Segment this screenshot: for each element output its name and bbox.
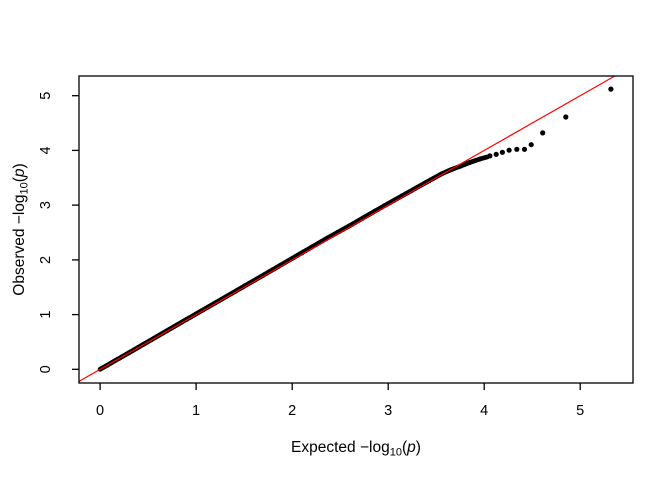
data-point	[506, 147, 512, 153]
data-point	[514, 146, 520, 152]
y-tick-label: 0	[38, 365, 54, 373]
y-tick-label: 2	[38, 256, 54, 264]
data-point	[608, 86, 614, 92]
y-tick-label: 1	[38, 311, 54, 319]
data-point	[528, 142, 534, 148]
y-tick-label: 3	[38, 201, 54, 209]
x-tick-label: 4	[480, 403, 488, 419]
x-tick-label: 3	[384, 403, 392, 419]
y-axis: 0 1 2 3 4 5	[38, 92, 79, 373]
x-axis: 0 1 2 3 4 5	[96, 383, 584, 419]
data-point	[499, 149, 505, 155]
x-axis-label: Expected −log10(p)	[291, 439, 421, 459]
data-points-tail	[487, 86, 614, 159]
data-point	[487, 153, 493, 159]
data-point	[493, 151, 499, 157]
data-point	[540, 130, 546, 136]
data-points-dense-band	[97, 154, 490, 372]
plot-border	[78, 75, 634, 384]
y-axis-label: Observed −log10(p)	[11, 163, 31, 295]
x-tick-label: 0	[96, 403, 104, 419]
x-tick-label: 1	[192, 403, 200, 419]
x-tick-label: 5	[576, 403, 584, 419]
data-point	[563, 114, 569, 120]
data-point	[521, 146, 528, 152]
identity-reference-line	[78, 75, 616, 382]
x-tick-label: 2	[288, 403, 296, 419]
y-tick-label: 4	[38, 146, 54, 154]
y-tick-label: 5	[38, 92, 54, 100]
